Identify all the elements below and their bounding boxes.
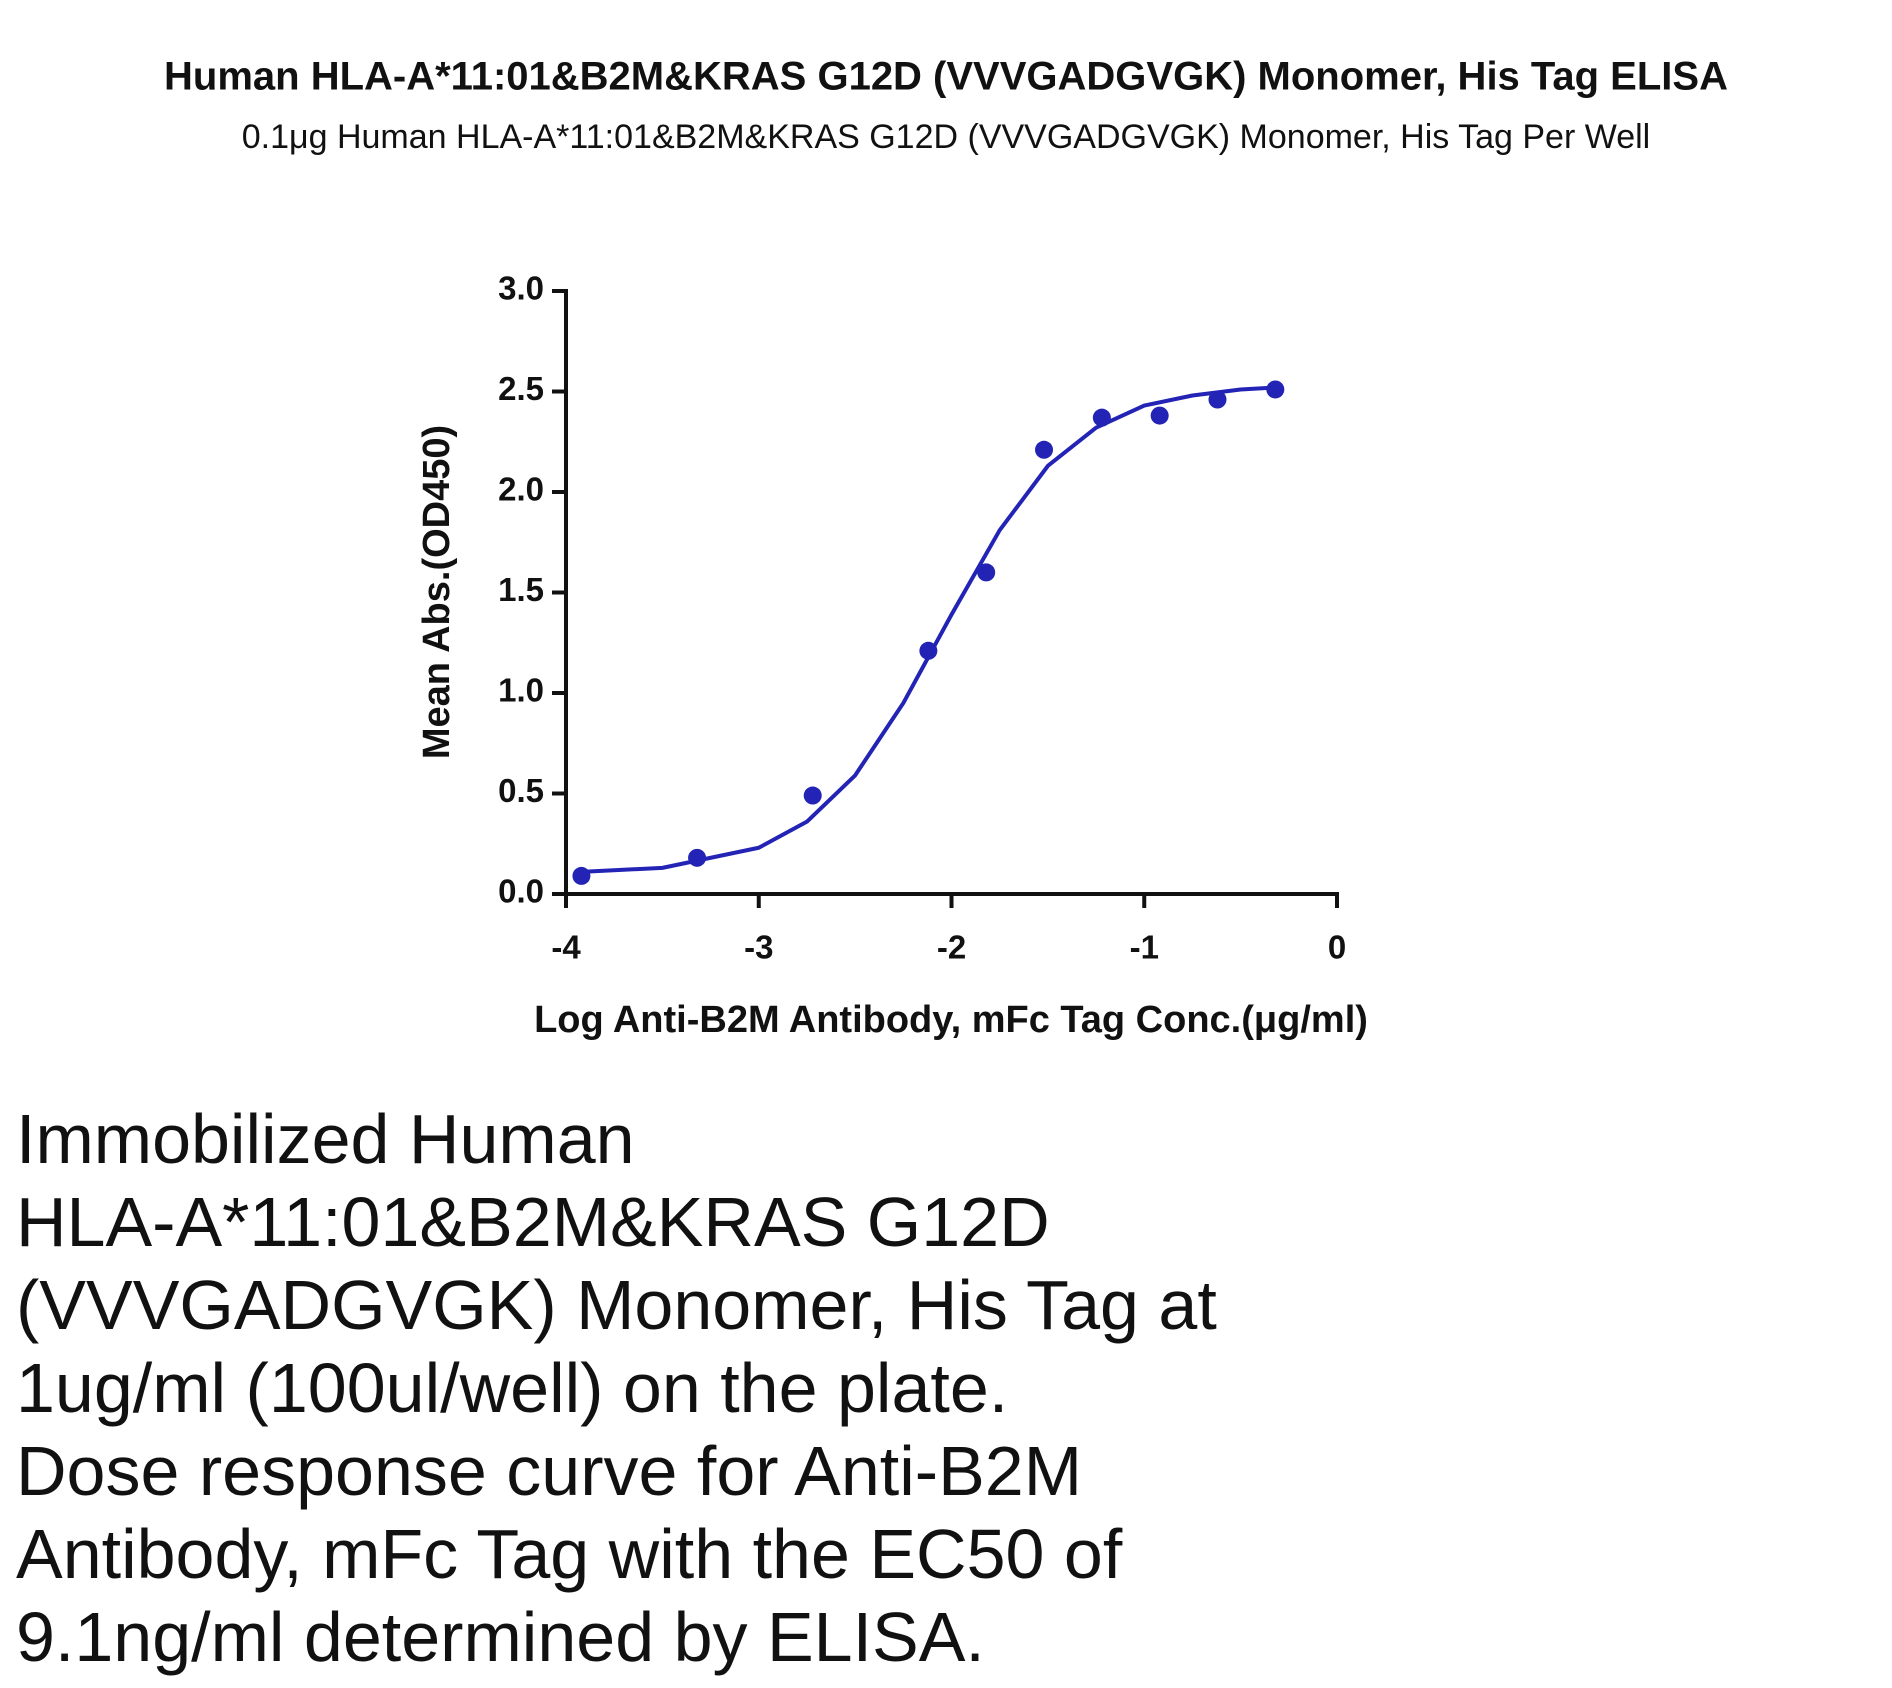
data-point xyxy=(1092,408,1111,427)
chart: Human HLA-A*11:01&B2M&KRAS G12D (VVVGADG… xyxy=(164,55,1728,1041)
description-line: (VVVGADGVGK) Monomer, His Tag at xyxy=(16,1266,1217,1344)
fit-curve xyxy=(581,385,1276,874)
x-tick-label: -1 xyxy=(1130,929,1159,966)
x-tick-label: 0 xyxy=(1328,929,1346,966)
data-point xyxy=(919,641,938,660)
description-line: 1ug/ml (100ul/well) on the plate. xyxy=(16,1349,1009,1427)
data-point xyxy=(1208,390,1227,409)
data-point xyxy=(1150,406,1169,425)
y-tick-label: 0.5 xyxy=(498,772,544,809)
y-tick-label: 0.0 xyxy=(498,873,544,910)
data-point xyxy=(1266,380,1285,399)
data-point xyxy=(977,563,996,582)
description-line: Antibody, mFc Tag with the EC50 of xyxy=(16,1515,1123,1593)
data-point xyxy=(803,786,822,805)
y-axis-label: Mean Abs.(OD450) xyxy=(416,425,458,759)
data-point xyxy=(1035,440,1054,459)
data-point xyxy=(688,848,707,867)
y-tick-label: 1.5 xyxy=(498,571,544,608)
x-tick-label: -3 xyxy=(744,929,773,966)
x-tick-label: -4 xyxy=(551,929,581,966)
description: Immobilized Human HLA-A*11:01&B2M&KRAS G1… xyxy=(16,1098,1217,1679)
y-tick-label: 1.0 xyxy=(498,672,544,709)
y-tick-label: 2.5 xyxy=(498,370,544,407)
description-line: HLA-A*11:01&B2M&KRAS G12D xyxy=(16,1183,1050,1261)
description-line: Dose response curve for Anti-B2M xyxy=(16,1432,1083,1510)
chart-subtitle: 0.1μg Human HLA-A*11:01&B2M&KRAS G12D (V… xyxy=(242,118,1650,156)
description-line: 9.1ng/ml determined by ELISA. xyxy=(16,1598,985,1676)
data-point xyxy=(572,866,591,885)
y-tick-label: 2.0 xyxy=(498,471,544,508)
x-tick-label: -2 xyxy=(937,929,966,966)
y-tick-label: 3.0 xyxy=(498,270,544,307)
chart-title: Human HLA-A*11:01&B2M&KRAS G12D (VVVGADG… xyxy=(164,55,1728,99)
x-axis-label: Log Anti-B2M Antibody, mFc Tag Conc.(μg/… xyxy=(534,999,1368,1041)
description-line: Immobilized Human xyxy=(16,1100,635,1178)
